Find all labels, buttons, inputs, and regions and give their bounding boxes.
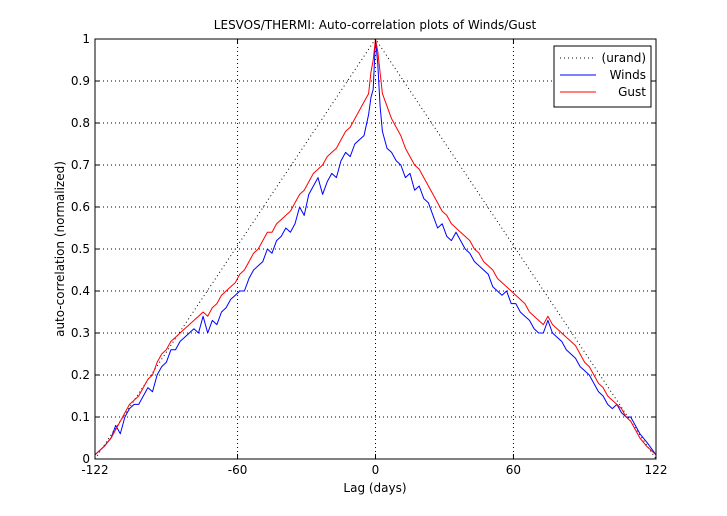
x-tick-label: 60 — [506, 463, 521, 477]
legend-label: Gust — [618, 85, 646, 99]
y-tick-label: 0.7 — [71, 158, 90, 172]
x-tick-label: -122 — [81, 463, 108, 477]
y-tick-label: 0.9 — [71, 74, 90, 88]
y-tick-label: 0.3 — [71, 326, 90, 340]
y-tick-label: 0.5 — [71, 242, 90, 256]
x-axis-label: Lag (days) — [343, 481, 406, 495]
legend: (urand) Winds Gust — [553, 45, 652, 108]
legend-box — [553, 45, 652, 108]
y-tick-label: 0 — [82, 452, 90, 466]
legend-label: (urand) — [602, 51, 646, 65]
x-tick-label: -60 — [228, 463, 248, 477]
y-tick-label: 0.2 — [71, 368, 90, 382]
y-tick-label: 0.6 — [71, 200, 90, 214]
y-tick-label: 0.1 — [71, 410, 90, 424]
chart-title: LESVOS/THERMI: Auto-correlation plots of… — [214, 18, 537, 32]
x-tick-label: 122 — [645, 463, 668, 477]
x-tick-label: 0 — [372, 463, 380, 477]
grid-lines — [95, 39, 656, 459]
y-tick-label: 0.4 — [71, 284, 90, 298]
y-axis-label: auto-correlation (normalized) — [53, 161, 67, 337]
ticks: -122 -60 0 60 122 0 0.1 0.2 0.3 0.4 0.5 0.6 0.7 0.8 0.… — [71, 32, 668, 477]
legend-label: Winds — [610, 68, 646, 82]
plot-area: -122 -60 0 60 122 0 0.1 0.2 0.3 0.4 0.5 0.6 0.7 0.8 0.… — [71, 32, 668, 477]
y-tick-label: 1 — [82, 32, 90, 46]
y-tick-label: 0.8 — [71, 116, 90, 130]
series-line-urand — [94, 38, 657, 460]
